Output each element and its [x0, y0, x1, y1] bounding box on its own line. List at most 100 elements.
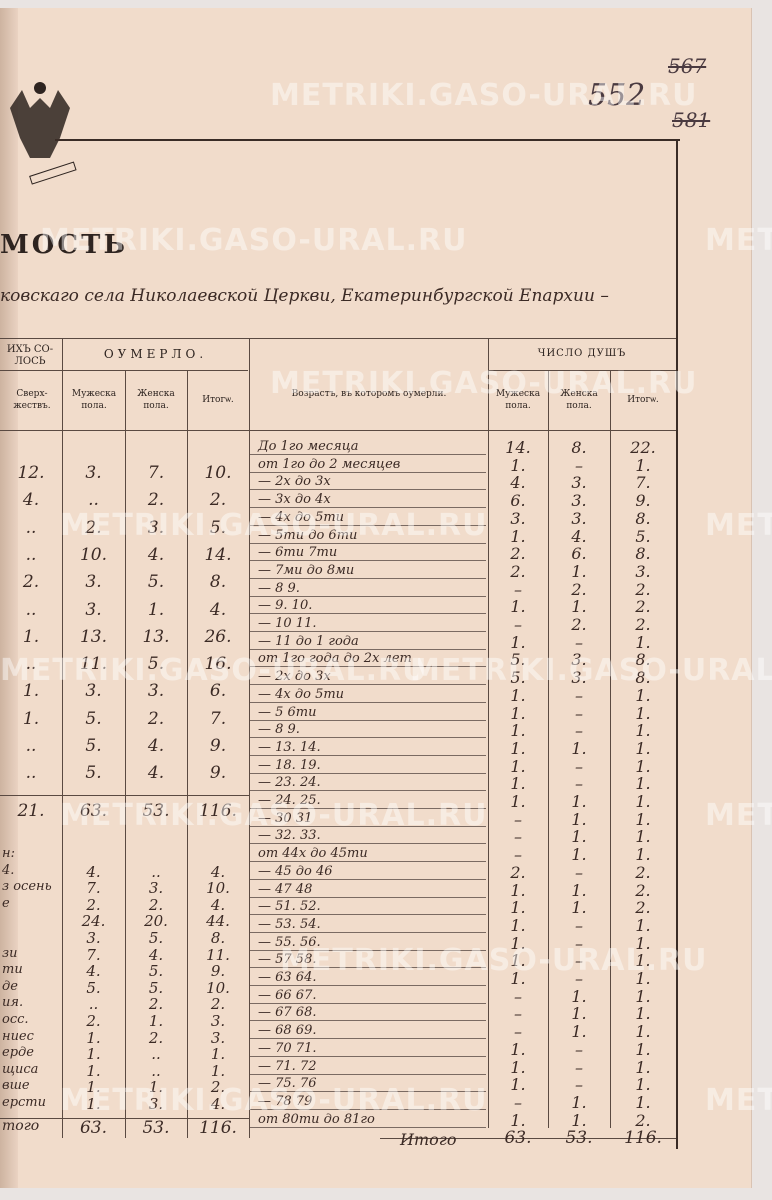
- right-count-cell: 9.: [635, 491, 651, 511]
- left-lower-cell: 24.: [81, 912, 106, 931]
- watermark-text: METRIKI.GASO-URAL.RU: [60, 1083, 488, 1118]
- archive-number: 552: [588, 78, 646, 113]
- ledger-line: [250, 648, 486, 650]
- age-range-label: от 80ти до 81го: [258, 1111, 375, 1127]
- age-range-label: — 9. 10.: [258, 598, 313, 614]
- right-count-cell: 1.: [510, 738, 526, 758]
- right-count-cell: 2.: [635, 579, 651, 599]
- age-range-label: — 66 67.: [258, 987, 317, 1003]
- left-lower-cell: 3.: [210, 1012, 226, 1030]
- left-lower-cell: 10.: [206, 879, 230, 898]
- left-upper-cell: 26.: [204, 626, 232, 647]
- right-count-cell: 1.: [571, 1110, 587, 1130]
- ledger-line: [250, 737, 486, 739]
- header-bottom-rule: [0, 430, 676, 431]
- left-lower-cell: 2.: [148, 895, 164, 914]
- right-count-cell: 1.: [635, 1004, 651, 1024]
- left-lower-cell: 3.: [210, 1028, 226, 1047]
- ledger-line: [250, 719, 486, 721]
- right-count-cell: 1.: [510, 969, 526, 988]
- age-range-label: — 23. 24.: [258, 775, 321, 791]
- left-lower-cell: 1.: [86, 1078, 101, 1097]
- ledger-line: [250, 878, 486, 880]
- left-upper-cell: 16.: [204, 654, 232, 675]
- left-lower-label: н:: [2, 846, 15, 861]
- ledger-line: [250, 825, 486, 827]
- left-lower-cell: 7.: [86, 945, 101, 964]
- left-upper-cell: 8.: [209, 572, 227, 593]
- left-lower-cell: 2.: [148, 1028, 164, 1047]
- frame-right: [676, 139, 678, 1149]
- right-count-cell: –: [575, 721, 583, 741]
- right-count-cell: 8.: [571, 438, 587, 457]
- right-count-cell: 1.: [571, 792, 587, 811]
- right-count-cell: 7.: [635, 473, 651, 493]
- ledger-line: [250, 560, 486, 562]
- age-range-label: — 13. 14.: [258, 739, 321, 755]
- left-lower-cell: 9.: [210, 962, 226, 981]
- left-upper-cell: ..: [25, 599, 37, 620]
- left-lower-label: ия.: [2, 995, 24, 1011]
- right-count-cell: 1.: [635, 933, 651, 953]
- right-count-cell: –: [575, 685, 583, 705]
- right-count-cell: 1.: [571, 738, 587, 758]
- right-count-cell: 22.: [630, 438, 656, 457]
- left-lower-cell: 7.: [86, 879, 101, 898]
- col-header-female: Женска пола.: [137, 389, 175, 411]
- watermark-text: METRIKI.GASO-URAL.RU: [270, 78, 698, 113]
- died-group-header: ОУМЕРЛО.: [103, 347, 208, 361]
- right-count-cell: 1.: [571, 880, 587, 900]
- watermark-text: METRIKI.GASO-URAL.RU: [705, 223, 772, 258]
- left-upper-cell: 7.: [209, 708, 227, 729]
- right-count-cell: 1.: [635, 1039, 651, 1059]
- right-count-cell: 5.: [510, 668, 526, 688]
- right-count-cell: 1.: [510, 721, 526, 741]
- right-count-cell: 3.: [571, 491, 587, 511]
- left-upper-cell: 5.: [209, 517, 227, 538]
- ledger-line: [250, 507, 486, 509]
- left-lower-label: де: [2, 978, 18, 994]
- ledger-line: [250, 471, 486, 473]
- right-count-cell: 1.: [510, 792, 526, 811]
- right-count-cell: 3.: [571, 650, 587, 670]
- age-range-label: — 47 48: [258, 881, 313, 897]
- left-upper-cell: 4.: [147, 544, 165, 565]
- right-count-cell: 1.: [635, 632, 651, 652]
- left-lower-cell: 1.: [86, 1095, 101, 1113]
- group-header-fragment: ИХЪ СО-ЛОСЬ: [6, 344, 54, 367]
- col-header-female: Женска пола.: [560, 389, 598, 411]
- right-count-cell: 4.: [571, 526, 587, 546]
- right-count-cell: 1.: [510, 703, 526, 723]
- right-count-cell: –: [514, 827, 522, 847]
- right-count-cell: –: [514, 1022, 522, 1042]
- left-lower-cell: 3.: [148, 1095, 164, 1113]
- right-count-cell: 8.: [635, 544, 651, 564]
- document-title: МОСТЬ: [0, 230, 128, 260]
- right-count-cell: 1.: [635, 774, 651, 794]
- right-count-cell: 8.: [635, 650, 651, 670]
- ledger-line: [250, 1020, 486, 1022]
- right-count-cell: 1.: [635, 845, 651, 865]
- right-count-cell: –: [514, 809, 522, 829]
- age-range-label: — 3х до 4х: [258, 492, 331, 508]
- ledger-line: [250, 542, 486, 544]
- left-upper-total-cell: 21.: [17, 801, 45, 821]
- right-count-cell: 2.: [635, 597, 651, 617]
- right-count-cell: 2.: [510, 544, 526, 564]
- column-divider: [488, 338, 489, 1128]
- left-upper-cell: 2.: [147, 708, 165, 729]
- left-upper-total-cell: 116.: [199, 801, 237, 821]
- left-lower-cell: 4.: [86, 862, 101, 881]
- ledger-line: [250, 1126, 486, 1128]
- right-count-cell: –: [575, 632, 583, 652]
- left-lower-cell: 2.: [148, 995, 164, 1014]
- left-lower-cell: 44.: [206, 912, 230, 931]
- left-lower-cell: 4.: [210, 1095, 226, 1113]
- subtotal-rule: [0, 795, 249, 796]
- left-upper-cell: ..: [25, 544, 37, 565]
- watermark-text: METRIKI.GASO-URAL.RU: [270, 366, 698, 401]
- table-top-rule: [0, 338, 676, 339]
- left-lower-label: ерде: [2, 1045, 34, 1061]
- right-count-cell: 6.: [510, 491, 526, 511]
- right-total-female: 53.: [565, 1128, 593, 1148]
